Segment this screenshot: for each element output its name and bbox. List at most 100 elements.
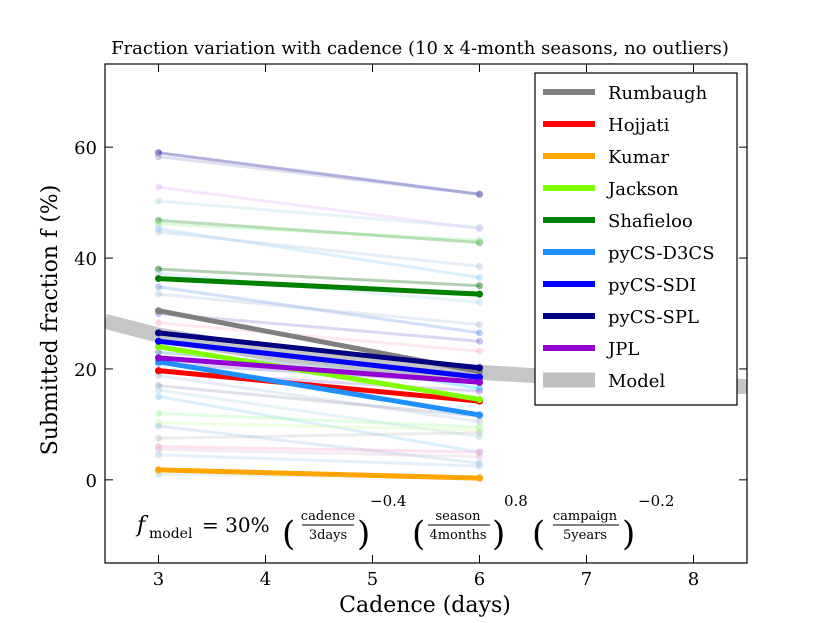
faint-series-point — [476, 387, 483, 395]
faint-series-point — [155, 445, 162, 453]
faint-series-point — [155, 382, 162, 390]
faint-series-point — [476, 433, 483, 441]
faint-series-line — [158, 199, 480, 230]
series-point-jackson — [155, 343, 162, 351]
faint-series-point — [155, 386, 162, 394]
faint-series-point — [476, 426, 483, 434]
faint-series-point — [155, 153, 162, 161]
formula-season-num: season — [436, 509, 482, 524]
formula-f: f — [135, 513, 149, 538]
faint-series-point — [476, 190, 483, 198]
y-tick-label: 60 — [74, 138, 97, 159]
series-point-pycs-sdi — [476, 373, 483, 381]
formula-exp-1: −0.4 — [370, 492, 406, 510]
faint-series-point — [155, 216, 162, 224]
faint-series-point — [155, 197, 162, 205]
faint-series-line — [158, 411, 480, 429]
series-point-pycs-spl — [476, 364, 483, 372]
series-point-kumar — [476, 474, 483, 482]
faint-series-line — [158, 151, 480, 196]
formula-paren-close-2: ) — [492, 514, 505, 554]
faint-series-line — [158, 227, 480, 279]
plot-frame — [104, 63, 748, 564]
faint-series-line — [158, 222, 480, 242]
formula-campaign-num: campaign — [553, 509, 618, 524]
faint-series-line — [158, 431, 480, 440]
faint-series-point — [155, 265, 162, 273]
x-axis-label: Cadence (days) — [339, 593, 511, 618]
faint-series-line — [158, 453, 480, 468]
series-line-pycs-spl — [156, 330, 482, 371]
x-tick-label: 4 — [260, 569, 271, 590]
legend-label: Jackson — [606, 179, 679, 200]
faint-series-line — [158, 267, 480, 288]
x-tick-label: 3 — [153, 569, 164, 590]
faint-series-point — [476, 239, 483, 247]
series-line-jackson — [156, 344, 482, 402]
formula-exp-2: 0.8 — [504, 492, 528, 510]
legend-label: Rumbaugh — [608, 83, 708, 104]
formula-paren-close-1: ) — [357, 514, 370, 554]
faint-series-line — [158, 384, 480, 418]
faint-series-point — [476, 282, 483, 290]
formula-cadence-num: cadence — [301, 509, 356, 524]
legend-label: Kumar — [608, 147, 669, 168]
legend-label: pyCS-SPL — [608, 307, 699, 328]
series-point-pycs-spl — [155, 329, 162, 337]
legend: Rumbaugh Hojjati Kumar Jackson Shafieloo pyCS… — [534, 72, 738, 406]
faint-series-point — [155, 348, 162, 356]
faint-series-point — [476, 224, 483, 232]
faint-series-point — [476, 225, 483, 233]
series-point-pycs-sdi — [155, 337, 162, 345]
y-tick-label: 20 — [74, 360, 97, 381]
faint-series-point — [476, 329, 483, 337]
faint-series-point — [155, 434, 162, 442]
formula-paren-open-2: ( — [412, 514, 425, 554]
legend-label: Model — [608, 371, 665, 392]
series-point-pycs-d3cs — [476, 411, 483, 419]
formula-exp-3: −0.2 — [638, 492, 674, 510]
faint-series-point — [476, 462, 483, 470]
faint-series-point — [155, 443, 162, 451]
faint-series-line — [158, 374, 480, 424]
faint-series-point — [155, 319, 162, 327]
faint-series-line — [158, 321, 480, 353]
faint-series-point — [476, 459, 483, 467]
series-line-kumar — [156, 467, 482, 481]
faint-series-point — [155, 228, 162, 236]
faint-series-line — [158, 285, 480, 335]
series-point-rumbaugh — [155, 307, 162, 315]
series-point-hojjati — [155, 367, 162, 375]
faint-series-point — [476, 347, 483, 355]
faint-series-point — [476, 321, 483, 329]
faint-series-point — [476, 423, 483, 431]
faint-series-point — [155, 419, 162, 427]
faint-series-line — [158, 424, 480, 465]
faint-series-point — [155, 393, 162, 401]
faint-series-line — [158, 155, 480, 196]
legend-label: Shafieloo — [608, 211, 693, 232]
faint-series-line — [158, 230, 480, 268]
series-point-jpl — [155, 354, 162, 362]
faint-series-point — [476, 448, 483, 456]
legend-label: Hojjati — [608, 115, 670, 136]
x-tick-label: 7 — [581, 569, 592, 590]
series-point-jackson — [476, 395, 483, 403]
faint-series-point — [155, 225, 162, 233]
series-point-shafieloo — [155, 275, 162, 283]
legend-label: JPL — [606, 339, 639, 360]
y-tick-label: 0 — [86, 471, 97, 492]
y-tick-label: 40 — [74, 249, 97, 270]
faint-series-point — [155, 451, 162, 459]
faint-series-line — [158, 312, 480, 343]
faint-series-point — [476, 262, 483, 270]
model-formula: f model = 30% ( cadence 3days ) −0.4 ( s… — [135, 492, 674, 554]
faint-series-point — [155, 372, 162, 380]
faint-series-point — [476, 429, 483, 437]
chart-title: Fraction variation with cadence (10 x 4-… — [111, 38, 729, 59]
formula-paren-open-1: ( — [282, 514, 295, 554]
formula-equals: = 30% — [202, 513, 270, 537]
series-point-kumar — [155, 466, 162, 474]
series-line-jpl — [156, 355, 482, 385]
x-tick-label: 6 — [474, 569, 485, 590]
